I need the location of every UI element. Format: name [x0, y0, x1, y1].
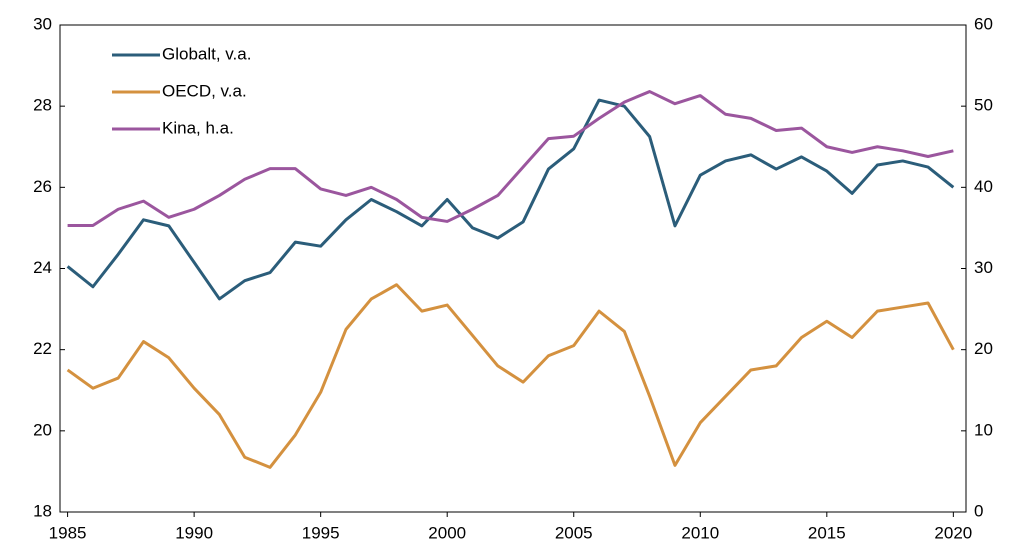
series-line	[67, 90, 954, 227]
series-line	[66, 283, 955, 469]
y-tick-label: 26	[33, 177, 52, 196]
x-tick-label: 1985	[49, 523, 87, 542]
y2-tick-label: 30	[974, 258, 993, 277]
x-tick-label: 2000	[428, 523, 466, 542]
y-tick-label: 20	[33, 420, 52, 439]
x-tick-label: 2010	[681, 523, 719, 542]
y-tick-label: 30	[33, 14, 52, 33]
x-tick-label: 2015	[808, 523, 846, 542]
x-tick-label: 1995	[302, 523, 340, 542]
y-tick-label: 22	[33, 339, 52, 358]
y2-tick-label: 20	[974, 339, 993, 358]
y-tick-label: 24	[33, 258, 52, 277]
y2-tick-label: 40	[974, 177, 993, 196]
y2-tick-label: 0	[974, 501, 983, 520]
y2-tick-label: 60	[974, 14, 993, 33]
x-tick-label: 2005	[555, 523, 593, 542]
y2-tick-label: 10	[974, 420, 993, 439]
y-tick-label: 28	[33, 96, 52, 115]
legend-label: Kina, h.a.	[162, 118, 234, 137]
y2-tick-label: 50	[974, 96, 993, 115]
y-tick-label: 18	[33, 501, 52, 520]
legend-label: OECD, v.a.	[162, 81, 247, 100]
series-line	[66, 98, 955, 301]
legend-label: Globalt, v.a.	[162, 44, 251, 63]
x-tick-label: 2020	[934, 523, 972, 542]
x-tick-label: 1990	[175, 523, 213, 542]
